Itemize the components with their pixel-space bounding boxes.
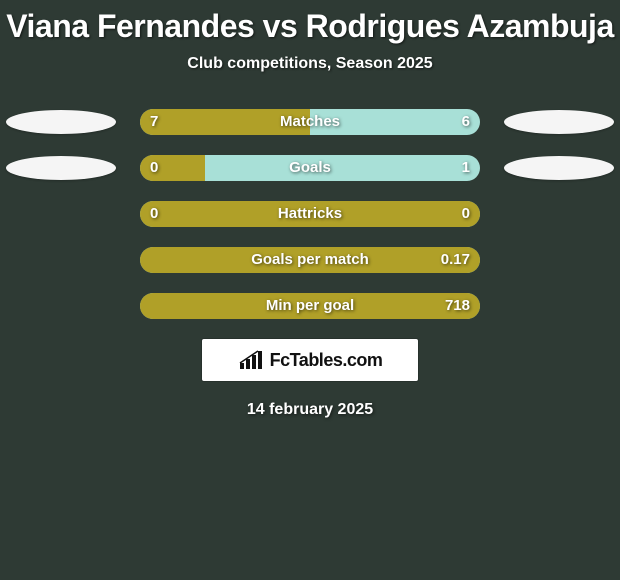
footer-logo-text: FcTables.com <box>270 350 383 371</box>
stat-bar-track: Matches <box>140 109 480 135</box>
player1-name: Viana Fernandes <box>6 8 254 44</box>
player1-avatar-placeholder <box>6 156 116 180</box>
player1-avatar-placeholder <box>6 110 116 134</box>
title: Viana Fernandes vs Rodrigues Azambuja <box>0 0 620 45</box>
footer-logo: FcTables.com <box>202 339 418 381</box>
stat-row: Goals per match0.17 <box>0 247 620 273</box>
stat-value-right: 0.17 <box>441 247 470 273</box>
stat-row: Hattricks0 0 <box>0 201 620 227</box>
player2-name: Rodrigues Azambuja <box>306 8 614 44</box>
stat-bar-track: Hattricks <box>140 201 480 227</box>
stat-bar-track: Goals per match <box>140 247 480 273</box>
stat-row: Matches7 6 <box>0 109 620 135</box>
stat-value-right: 718 <box>445 293 470 319</box>
stat-value-left: 0 <box>150 155 158 181</box>
stat-bar-track: Min per goal <box>140 293 480 319</box>
footer-date: 14 february 2025 <box>0 401 620 419</box>
stat-value-left: 0 <box>150 201 158 227</box>
stat-value-right: 0 <box>462 201 470 227</box>
player2-avatar-placeholder <box>504 110 614 134</box>
stat-bar-fill <box>140 247 480 273</box>
stat-bar-fill <box>140 109 310 135</box>
stats-area: Matches76Goals01Hattricks00Goals per mat… <box>0 109 620 319</box>
stat-row: Goals0 1 <box>0 155 620 181</box>
stat-bar-fill <box>140 293 480 319</box>
stat-bar-track: Goals <box>140 155 480 181</box>
stat-bar-fill <box>140 201 480 227</box>
stat-row: Min per goal718 <box>0 293 620 319</box>
comparison-card: Viana Fernandes vs Rodrigues Azambuja Cl… <box>0 0 620 580</box>
stat-value-left: 7 <box>150 109 158 135</box>
vs-text: vs <box>263 8 298 44</box>
stat-value-right: 6 <box>462 109 470 135</box>
subtitle: Club competitions, Season 2025 <box>0 55 620 73</box>
barchart-icon <box>238 349 264 371</box>
player2-avatar-placeholder <box>504 156 614 180</box>
stat-value-right: 1 <box>462 155 470 181</box>
